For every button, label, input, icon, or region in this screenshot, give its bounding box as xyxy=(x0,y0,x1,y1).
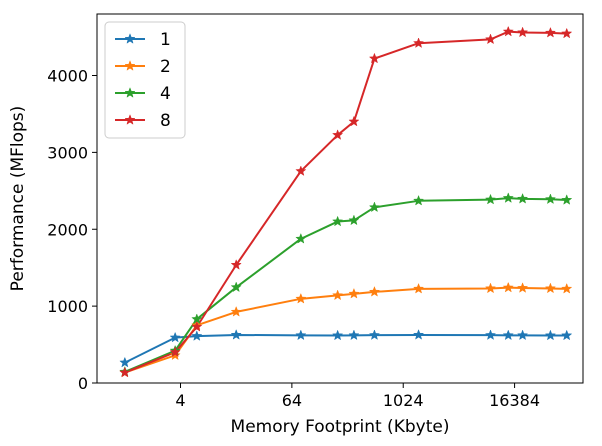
series-8-point xyxy=(561,27,573,39)
series-2-point xyxy=(561,282,573,294)
series-2-point xyxy=(230,305,242,317)
legend-marker-4 xyxy=(124,87,136,98)
series-1-point xyxy=(412,329,425,340)
y-tick-label: 4000 xyxy=(47,67,88,86)
series-8-point xyxy=(484,33,497,45)
series-1-point xyxy=(295,329,307,341)
series-8-point xyxy=(230,259,242,270)
series-4-point xyxy=(230,281,242,293)
series-line-1 xyxy=(124,333,567,364)
series-1-point xyxy=(169,331,181,343)
series-4-point xyxy=(502,192,514,203)
series-1-point xyxy=(348,329,360,341)
x-axis: 4 64 1024 16384 xyxy=(175,383,540,410)
series-line-8 xyxy=(124,30,567,374)
series-1-point xyxy=(502,329,514,341)
series-2-point xyxy=(484,282,497,294)
series-4-point xyxy=(348,214,360,226)
series-4-point xyxy=(516,192,529,204)
series-2-point xyxy=(516,282,529,293)
series-1-point xyxy=(332,329,344,341)
legend-label-4: 4 xyxy=(160,84,171,104)
plot-frame xyxy=(96,13,584,384)
series-4-point xyxy=(295,232,307,244)
series-1-point xyxy=(544,329,557,341)
series-line-2 xyxy=(124,286,567,374)
series-line-4 xyxy=(124,197,567,373)
series-8-point xyxy=(502,25,514,37)
series-4-point xyxy=(368,201,381,213)
series-4-point xyxy=(412,194,425,206)
series-8-point xyxy=(412,37,425,48)
series-2-point xyxy=(368,285,381,297)
y-tick-label: 2000 xyxy=(47,220,88,239)
series-2-point xyxy=(332,289,344,301)
series-4-point xyxy=(484,193,497,205)
legend-marker-8 xyxy=(124,114,136,125)
series-1-point xyxy=(230,329,242,340)
legend-marker-2 xyxy=(124,60,136,71)
series-8-point xyxy=(516,26,529,38)
plot-markers xyxy=(119,25,573,378)
series-8-point xyxy=(191,320,203,332)
series-8-point xyxy=(169,346,181,358)
series-2-point xyxy=(412,282,425,294)
legend-label-2: 2 xyxy=(160,57,171,77)
y-tick-label: 3000 xyxy=(47,143,88,162)
series-2-point xyxy=(544,282,557,294)
series-1-point xyxy=(484,329,497,340)
x-tick-label: 16384 xyxy=(489,391,540,410)
series-2-point xyxy=(169,349,181,361)
plot-lines xyxy=(124,30,567,374)
x-axis-label: Memory Footprint (Kbyte) xyxy=(231,417,450,437)
series-8-point xyxy=(544,26,557,38)
legend: 1 2 4 8 xyxy=(104,21,186,139)
series-1-point xyxy=(516,329,529,341)
series-1-point xyxy=(119,356,131,368)
legend-label-8: 8 xyxy=(160,111,171,131)
series-8-point xyxy=(348,115,360,127)
series-1-point xyxy=(561,329,573,341)
legend-box xyxy=(104,21,186,139)
series-8-point xyxy=(295,165,307,176)
series-8-point xyxy=(119,366,131,378)
x-tick-label: 64 xyxy=(282,391,302,410)
series-8-point xyxy=(332,129,344,140)
series-2-point xyxy=(295,292,307,304)
y-axis: 0 1000 2000 3000 4000 xyxy=(47,67,97,393)
series-8-point xyxy=(368,52,381,64)
series-1-point xyxy=(191,330,203,341)
series-2-point xyxy=(348,287,360,299)
x-tick-label: 1024 xyxy=(383,391,424,410)
y-tick-label: 0 xyxy=(78,374,88,393)
series-4-point xyxy=(544,193,557,205)
x-tick-label: 4 xyxy=(175,391,185,410)
series-4-point xyxy=(561,194,573,205)
series-4-point xyxy=(332,215,344,227)
legend-marker-1 xyxy=(124,33,136,44)
y-axis-label: Performance (MFlops) xyxy=(8,106,28,292)
series-1-point xyxy=(368,329,381,340)
y-tick-label: 1000 xyxy=(47,297,88,316)
legend-label-1: 1 xyxy=(160,30,171,50)
series-2-point xyxy=(502,281,514,293)
